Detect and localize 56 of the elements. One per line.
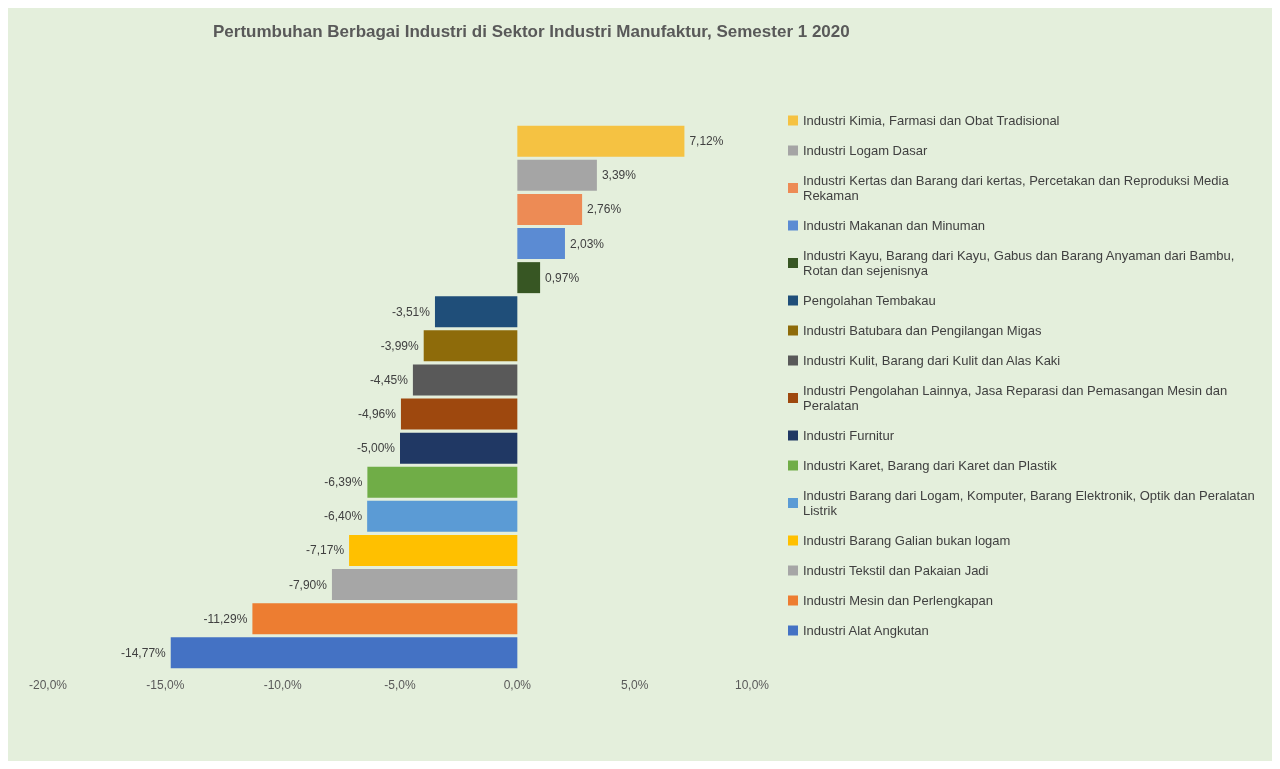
- data-label: -5,00%: [356, 441, 396, 456]
- data-label: -7,17%: [306, 543, 345, 558]
- x-tick-label: -10,0%: [263, 678, 302, 692]
- legend-label: Industri Alat Angkutan: [803, 623, 929, 638]
- data-label: 7,12%: [689, 134, 724, 149]
- bar: [367, 500, 518, 532]
- legend-label: Industri Barang dari Logam, Komputer, Barang Elektronik, Optik dan Peralatan Listrik: [803, 488, 1259, 518]
- data-label: 3,39%: [601, 168, 637, 183]
- data-label: -3,99%: [380, 338, 420, 353]
- legend-label: Industri Kertas dan Barang dari kertas, Percetakan dan Reproduksi Media Rekaman: [803, 173, 1233, 203]
- legend-label: Industri Barang Galian bukan logam: [803, 533, 1011, 548]
- bar: [517, 228, 565, 260]
- bar: [517, 193, 583, 225]
- bar: [423, 330, 518, 362]
- bar: [517, 125, 685, 157]
- bar: [517, 262, 541, 294]
- bar: [517, 159, 597, 191]
- legend-label: Industri Mesin dan Perlengkapan: [803, 593, 994, 608]
- x-tick-label: 0,0%: [503, 678, 532, 692]
- legend-label: Industri Logam Dasar: [803, 143, 928, 158]
- data-label: 2,76%: [587, 202, 622, 217]
- bar: [400, 432, 518, 464]
- bar: [252, 603, 518, 635]
- data-label: 2,03%: [569, 236, 605, 251]
- data-label: 0,97%: [545, 270, 580, 285]
- chart-title: Pertumbuhan Berbagai Industri di Sektor Industri Manufaktur, Semester 1 2020: [213, 22, 850, 41]
- bar: [170, 637, 518, 669]
- x-tick-label: 5,0%: [620, 678, 649, 692]
- data-label: -6,40%: [324, 509, 363, 524]
- legend-label: Industri Kayu, Barang dari Kayu, Gabus dan Barang Anyaman dari Bambu, Rotan dan sejenisnya: [803, 248, 1239, 278]
- x-tick-label: -20,0%: [28, 678, 68, 692]
- data-label: -4,45%: [369, 372, 409, 387]
- data-label: -3,51%: [391, 304, 431, 319]
- data-label: -11,29%: [203, 611, 248, 626]
- legend-label: Industri Batubara dan Pengilangan Migas: [803, 323, 1042, 338]
- data-label: -7,90%: [288, 577, 328, 592]
- x-tick-label: 10,0%: [734, 678, 770, 692]
- bar: [434, 296, 518, 328]
- bar: [412, 364, 518, 396]
- x-tick-label: -5,0%: [384, 678, 416, 692]
- legend-label: Industri Kulit, Barang dari Kulit dan Alas Kaki: [803, 353, 1061, 368]
- data-label: -4,96%: [357, 407, 397, 422]
- data-label: -14,77%: [121, 645, 167, 660]
- bar: [331, 569, 518, 601]
- legend-label: Industri Pengolahan Lainnya, Jasa Reparasi dan Pemasangan Mesin dan Peralatan: [803, 383, 1231, 413]
- bar: [400, 398, 518, 430]
- legend-label: Industri Kimia, Farmasi dan Obat Tradisional: [803, 113, 1060, 128]
- bar: [349, 534, 518, 566]
- bar: [367, 466, 518, 498]
- legend-label: Pengolahan Tembakau: [803, 293, 936, 308]
- legend-label: Industri Makanan dan Minuman: [803, 218, 986, 233]
- legend-label: Industri Karet, Barang dari Karet dan Plastik: [803, 458, 1058, 473]
- legend-label: Industri Furnitur: [803, 428, 895, 443]
- x-tick-label: -15,0%: [146, 678, 185, 692]
- legend-label: Industri Tekstil dan Pakaian Jadi: [803, 563, 989, 578]
- data-label: -6,39%: [324, 475, 363, 490]
